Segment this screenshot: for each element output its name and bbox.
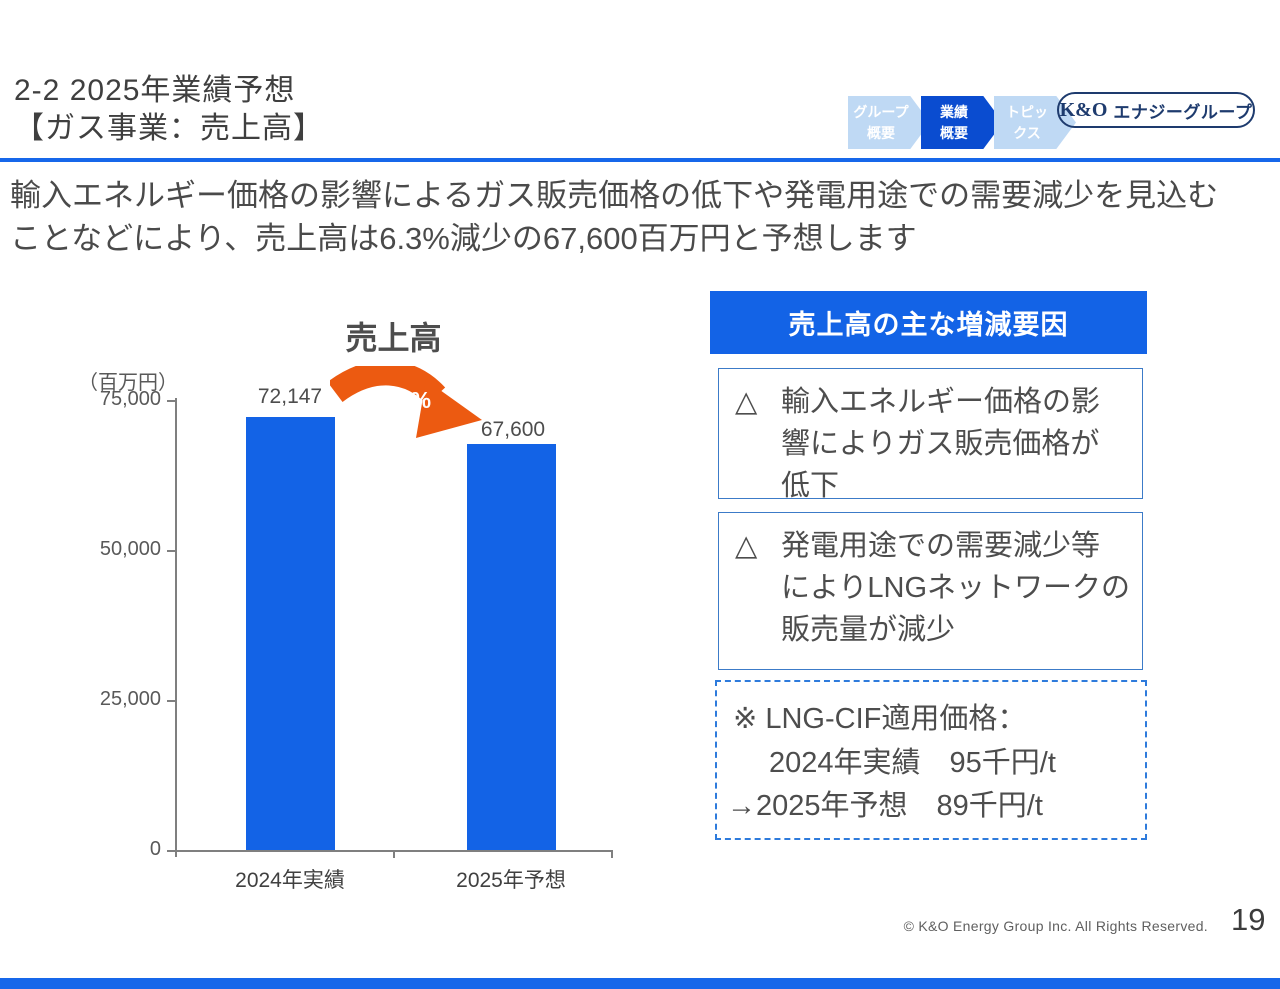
y-axis-tick: [167, 400, 175, 402]
factor-text: 輸入エネルギー価格の影 響によりガス販売価格が 低下: [781, 386, 1101, 503]
page-number: 19: [1231, 902, 1266, 937]
lng-cif-note-box: ※ LNG-CIF適用価格： 2024年実績 95千円/t →2025年予想 8…: [715, 680, 1147, 840]
note-line1: ※ LNG-CIF適用価格：: [733, 703, 1027, 735]
factors-panel-header: 売上高の主な増減要因: [710, 291, 1147, 354]
nav-step-label: 業績: [940, 103, 968, 120]
bar-2024-actual: [246, 417, 335, 850]
plot-area: [175, 400, 612, 850]
bar-value-2025: 67,600: [480, 418, 546, 441]
nav-step-label: トピッ: [1006, 103, 1048, 120]
lead-paragraph: 輸入エネルギー価格の影響によるガス販売価格の低下や発電用途での需要減少を見込む …: [10, 174, 1218, 261]
note-line3: →2025年予想 89千円/t: [727, 790, 1043, 822]
nav-step-label: クス: [1013, 124, 1041, 141]
factor-marker: △: [735, 530, 758, 562]
x-axis-tick: [393, 850, 395, 858]
ytick-0: 0: [149, 838, 161, 860]
x-axis-tick: [611, 850, 613, 858]
ytick-75000: 75,000: [99, 388, 161, 410]
ytick-50000: 50,000: [99, 538, 161, 560]
category-2025: 2025年予想: [456, 869, 566, 892]
factor-text: 発電用途での需要減少等 によりLNGネットワークの 販売量が減少: [781, 530, 1131, 647]
note-line2: 2024年実績 95千円/t: [769, 746, 1056, 779]
category-2024: 2024年実績: [235, 869, 345, 892]
copyright: © K&O Energy Group Inc. All Rights Reser…: [903, 918, 1208, 934]
page-title-line1: 2-2 2025年業績予想: [14, 74, 296, 107]
factor-box-2: △ 発電用途での需要減少等 によりLNGネットワークの 販売量が減少: [718, 512, 1143, 670]
decrease-arrow-label: △6.3%: [361, 387, 431, 413]
factor-box-1: △ 輸入エネルギー価格の影 響によりガス販売価格が 低下: [718, 368, 1143, 503]
decrease-arrow: △6.3%: [330, 366, 482, 438]
y-axis-tick: [167, 700, 175, 702]
bar-2025-forecast: [467, 444, 556, 850]
nav-step-label: 概要: [940, 124, 968, 141]
y-axis-tick: [167, 850, 175, 852]
y-axis: [175, 398, 177, 857]
ytick-25000: 25,000: [99, 688, 161, 710]
company-logo: K&O エナジーグループ: [1057, 92, 1255, 128]
logo-mark: K&O: [1059, 98, 1108, 121]
factor-marker: △: [735, 386, 758, 418]
footer-bar: [0, 978, 1280, 989]
logo-name: エナジーグループ: [1113, 102, 1253, 122]
page-title: 2-2 2025年業績予想 【ガス事業：売上高】: [14, 72, 324, 149]
nav-step-label: グループ: [853, 103, 909, 120]
lead-line2: ことなどにより、売上高は6.3%減少の67,600百万円と予想します: [10, 221, 917, 257]
header-divider: [0, 158, 1280, 162]
nav-step-results-overview: 業績 概要: [921, 96, 1003, 149]
page-title-line2: 【ガス事業：売上高】: [14, 112, 324, 146]
bar-value-2024: 72,147: [257, 385, 323, 408]
chart-unit-label: （百万円）: [78, 372, 178, 394]
chart-title: 売上高: [345, 320, 442, 356]
nav-step-label: 概要: [867, 124, 895, 141]
y-axis-tick: [167, 550, 175, 552]
nav-step-group-overview: グループ 概要: [848, 96, 930, 149]
lead-line1: 輸入エネルギー価格の影響によるガス販売価格の低下や発電用途での需要減少を見込む: [10, 178, 1219, 213]
